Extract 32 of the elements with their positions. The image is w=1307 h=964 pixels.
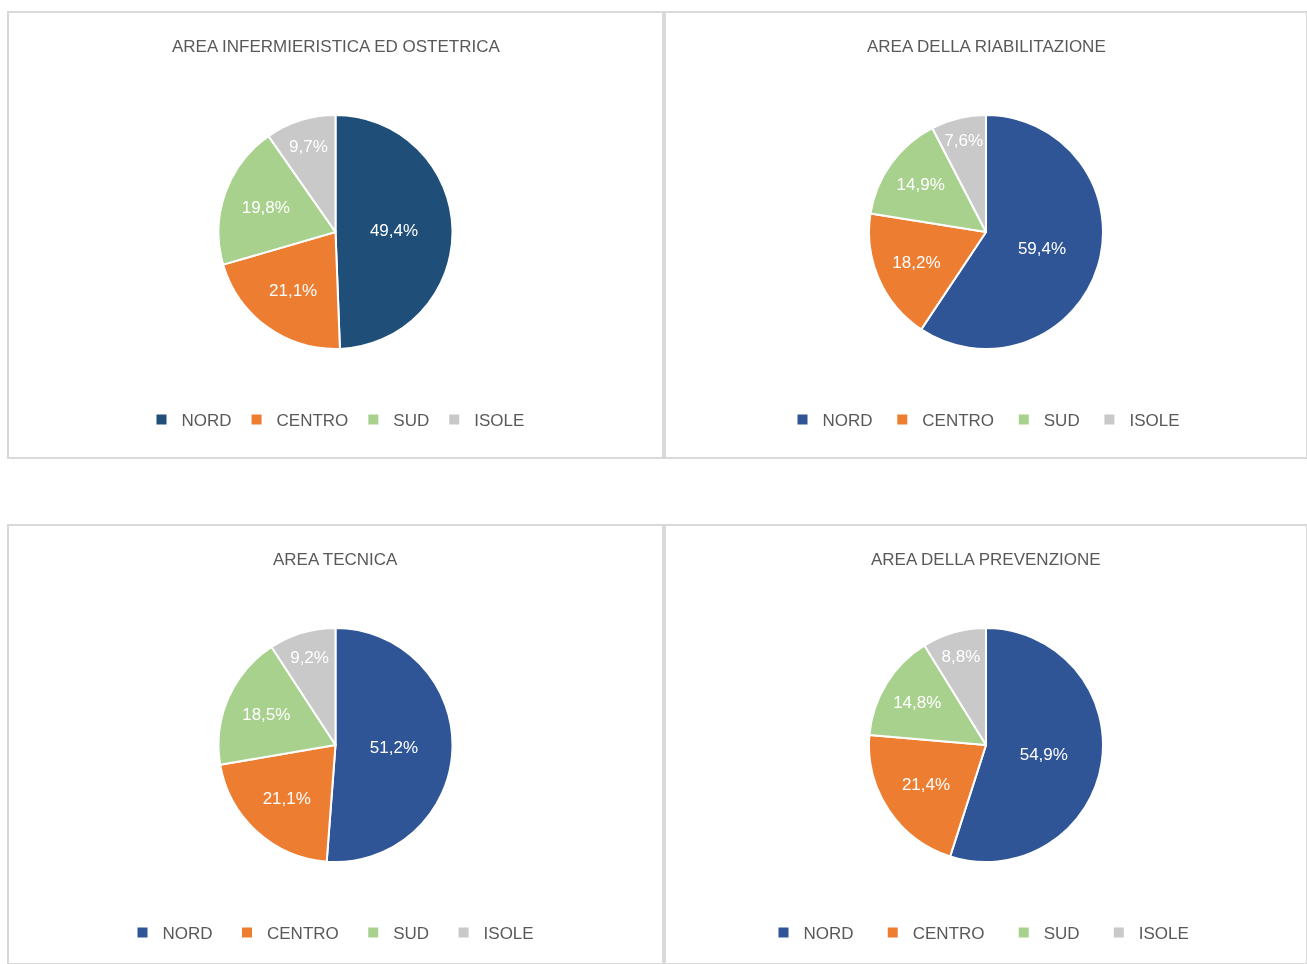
legend-label: ISOLE [474,411,525,431]
legend-label: ISOLE [1129,411,1185,431]
chart-title: AREA DELLA PREVENZIONE [871,550,1101,569]
legend-label: SUD [1043,924,1094,944]
legend-label: CENTRO [267,924,349,944]
legend-label: NORD [162,924,222,944]
legend-label: CENTRO [276,411,349,431]
data-label: 14,8% [893,693,942,713]
data-label: 18,5% [242,705,291,725]
legend-label: NORD [822,411,878,431]
data-label: 19,8% [241,197,290,217]
legend-label: ISOLE [1138,924,1203,944]
data-label: 49,4% [369,221,419,241]
chart-title: AREA INFERMIERISTICA ED OSTETRICA [172,37,501,56]
chart-title: AREA DELLA RIABILITAZIONE [867,37,1106,56]
data-label: 21,4% [901,775,951,795]
legend-label: SUD [393,924,439,944]
data-label: 18,2% [892,252,941,272]
chart-title: AREA TECNICA [273,550,399,569]
legend-label: SUD [393,411,430,431]
data-label: 51,2% [369,737,419,757]
data-label: 14,9% [896,175,945,195]
data-label: 54,9% [1019,744,1068,764]
data-label: 21,1% [269,281,318,301]
legend-label: NORD [181,411,232,431]
legend-label: CENTRO [912,924,999,944]
legend-label: SUD [1043,411,1085,431]
legend-label: NORD [803,924,868,944]
data-label: 59,4% [1017,239,1067,259]
legend-label: ISOLE [483,924,544,944]
legend-label: CENTRO [922,411,999,431]
data-label: 21,1% [262,789,311,809]
